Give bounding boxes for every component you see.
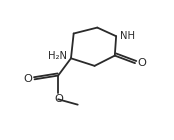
Text: O: O [23, 74, 32, 84]
Text: O: O [137, 58, 146, 68]
Text: NH: NH [120, 31, 135, 41]
Text: H₂N: H₂N [48, 51, 67, 61]
Text: O: O [54, 94, 63, 104]
